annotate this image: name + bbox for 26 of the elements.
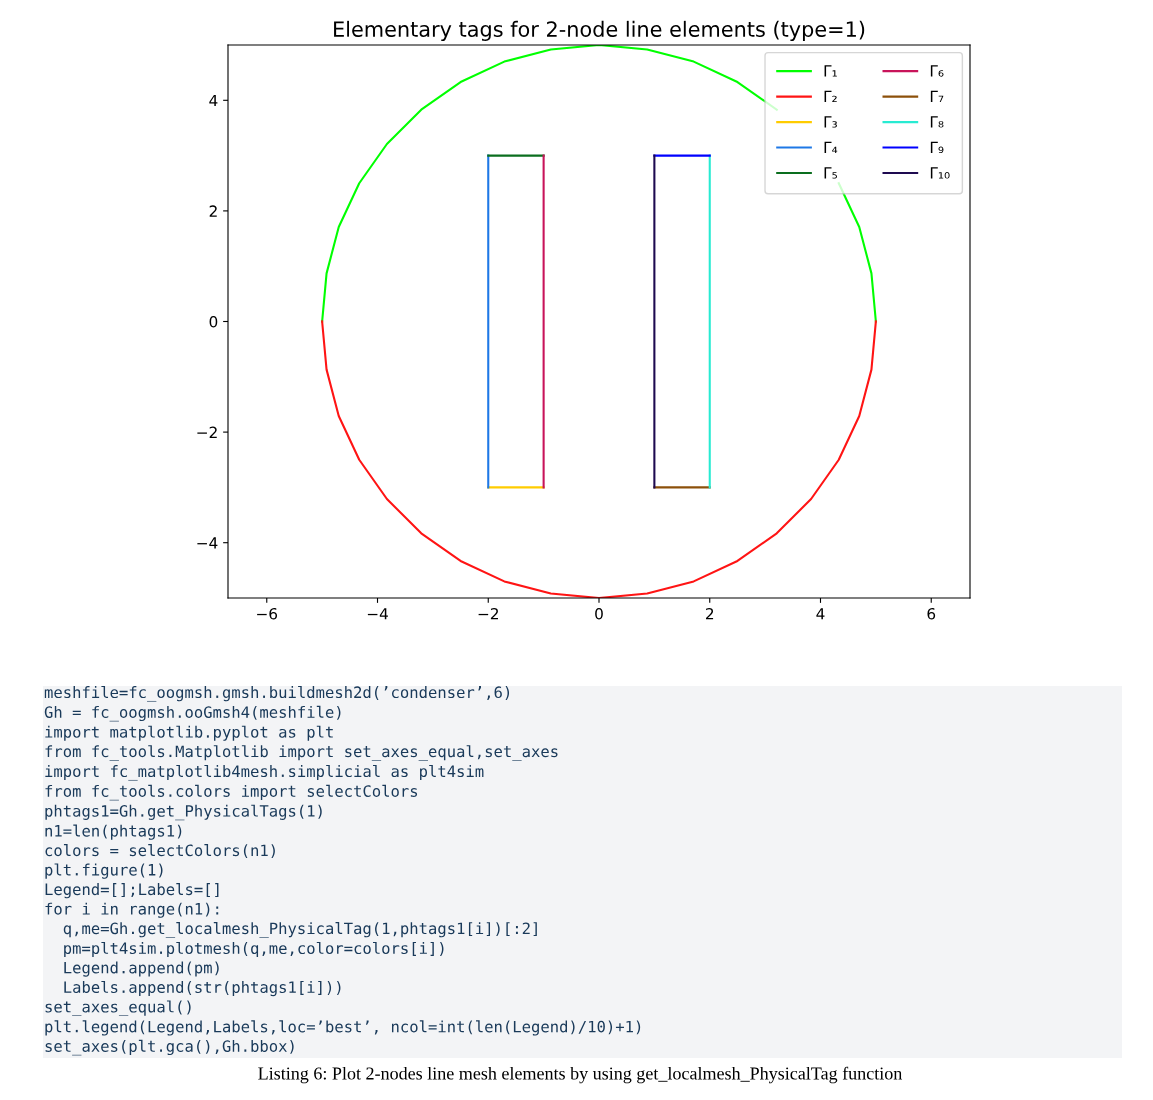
text: meshfile=fc_oogmsh.gmsh.buildmesh2d(’condenser’,6) Gh = fc_oogmsh.ooGmsh4(meshfile) import matplotlib.pyplot as plt from fc_tools.Matplotlib import set_axes_equal,set_axes import fc_matplotlib4mesh.simplicial as plt4sim from fc_tools.colors import selectColors phtags1=Gh.get_PhysicalTags(1) n1=len(phtags1) colors = selectColors(n1) plt.figure(1) Legend=[];Labels=[] for i in range(n1): q,me=Gh.get_localmesh_PhysicalTag(1,phtags1[i])[:2] pm=plt4sim.plotmesh(q,me,color=colors[i]) Legend.append(pm) Labels.append(str(phtags1[i])) set_axes_equal() plt.legend(Legend,Labels,loc=’best’, ncol=int(len(Legend)/10)+1) set_axes(plt.gca(),Gh.bbox) [44, 686, 641, 1056]
legend-label: Γ₇ [930, 90, 944, 103]
x-tick-label: 0 [595, 607, 603, 620]
legend-label: Γ₄ [824, 141, 838, 153]
y-tick-label: −4 [197, 537, 218, 549]
y-tick-label: 0 [209, 315, 218, 328]
chart-title: Elementary tags for 2-node line elements (type=1) [334, 20, 865, 41]
legend-label: Γ₆ [930, 65, 944, 77]
line-series [321, 320, 877, 598]
x-tick-label: −2 [478, 607, 498, 620]
x-tick-label: 2 [706, 607, 714, 620]
y-tick-label: 2 [209, 205, 217, 217]
legend-label: Γ₂ [824, 90, 837, 103]
x-tick-label: 4 [816, 608, 825, 620]
legend-label: Γ₈ [930, 116, 944, 128]
x-tick-label: 6 [927, 607, 936, 620]
y-tick-label: 4 [209, 94, 218, 107]
legend-label: Γ₁ [824, 65, 837, 77]
text: Listing 6: Plot 2-nodes line mesh elements by using get_localmesh_PhysicalTag function [258, 1066, 903, 1084]
y-tick-label: −2 [197, 426, 217, 438]
legend-label: Γ₁₀ [930, 167, 950, 179]
x-tick-label: −4 [367, 608, 388, 620]
legend-label: Γ₃ [824, 116, 837, 128]
legend-label: Γ₉ [930, 141, 944, 154]
legend-label: Γ₅ [824, 167, 837, 179]
x-tick-label: −6 [257, 607, 278, 620]
